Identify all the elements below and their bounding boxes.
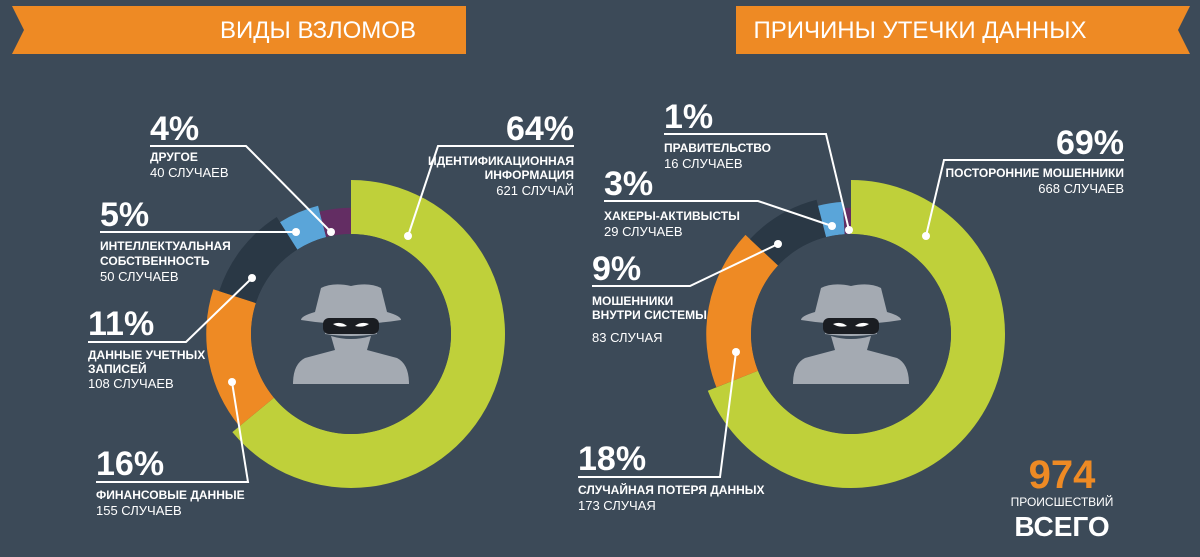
data-label-count: 16 СЛУЧАЕВ (664, 156, 743, 171)
data-label-pct: 18% (578, 440, 646, 478)
label-group-government: 1% ПРАВИТЕЛЬСТВО 16 СЛУЧАЕВ (664, 98, 853, 234)
data-label-count: 83 СЛУЧАЯ (592, 330, 663, 345)
data-label-count: 108 СЛУЧАЕВ (88, 376, 174, 391)
data-label-pct: 5% (100, 196, 149, 234)
right-banner-body (736, 6, 1134, 54)
data-label-category: ДАННЫЕ УЧЕТНЫХ (88, 348, 205, 362)
spy-icon (793, 284, 909, 384)
label-group-outsiders: 69% ПОСТОРОННИЕ МОШЕННИКИ 668 СЛУЧАЕВ (922, 124, 1124, 240)
leader-dot (922, 232, 930, 240)
label-group-insiders: 9% МОШЕННИКИ ВНУТРИ СИСТЕМЫ 83 СЛУЧАЯ (592, 240, 782, 345)
data-label-category: СЛУЧАЙНАЯ ПОТЕРЯ ДАННЫХ (578, 482, 765, 497)
data-label-count: 173 СЛУЧАЯ (578, 498, 656, 513)
label-group-accidental: 18% СЛУЧАЙНАЯ ПОТЕРЯ ДАННЫХ 173 СЛУЧАЯ (578, 348, 765, 513)
total-incidents-label: ВСЕГО (1014, 511, 1109, 542)
leader-line (150, 145, 332, 233)
right-banner: ПРИЧИНЫ УТЕЧКИ ДАННЫХ (736, 6, 1190, 54)
label-group-accounts: 11% ДАННЫЕ УЧЕТНЫХ ЗАПИСЕЙ 108 СЛУЧАЕВ (88, 274, 256, 391)
leader-dot (774, 240, 782, 248)
data-label-pct: 1% (664, 98, 713, 136)
leader-dot (828, 222, 836, 230)
data-label-category: МОШЕННИКИ (592, 294, 673, 308)
leader-line (96, 381, 250, 483)
data-label-pct: 9% (592, 250, 641, 288)
leader-line (925, 159, 1124, 237)
data-label-category: ПОСТОРОННИЕ МОШЕННИКИ (946, 166, 1124, 180)
donut-slice-2 (706, 234, 779, 388)
right-chart-title: ПРИЧИНЫ УТЕЧКИ ДАННЫХ (754, 17, 1087, 44)
data-label-count: 40 СЛУЧАЕВ (150, 165, 229, 180)
leader-dot (228, 378, 236, 386)
label-group-hacktivists: 3% ХАКЕРЫ-АКТИВЫСТЫ 29 СЛУЧАЕВ (604, 165, 836, 239)
donut-slice-3 (219, 216, 298, 304)
data-label-pct: 64% (506, 110, 574, 148)
data-label-count: 29 СЛУЧАЕВ (604, 224, 683, 239)
data-label-category: ИНФОРМАЦИЯ (485, 168, 574, 182)
donut-slice-1 (232, 180, 506, 489)
leader-line (592, 243, 779, 287)
right-banner-tail-front (1132, 6, 1190, 54)
label-group-financial: 16% ФИНАНСОВЫЕ ДАННЫЕ 155 СЛУЧАЕВ (96, 378, 250, 518)
donut-slice-1 (707, 180, 1005, 488)
donut-slice-4 (818, 201, 845, 238)
left-banner-tail-front (12, 6, 70, 54)
data-label-category: ФИНАНСОВЫЕ ДАННЫЕ (96, 488, 245, 502)
data-label-pct: 11% (88, 305, 154, 343)
leader-dot (732, 348, 740, 356)
data-label-pct: 4% (150, 110, 199, 148)
left-chart-title: ВИДЫ ВЗЛОМОВ (220, 17, 416, 44)
leader-line (578, 351, 737, 478)
leader-dot (248, 274, 256, 282)
label-group-identity: 64% ИДЕНТИФИКАЦИОННАЯ ИНФОРМАЦИЯ 621 СЛУ… (404, 110, 574, 240)
data-label-count: 668 СЛУЧАЕВ (1038, 181, 1124, 196)
leader-line (664, 133, 850, 231)
donut-slice-2 (206, 289, 274, 427)
data-label-count: 50 СЛУЧАЕВ (100, 269, 179, 284)
total-incidents-number: 974 (1029, 453, 1096, 497)
data-label-category: ИДЕНТИФИКАЦИОННАЯ (428, 154, 574, 168)
leader-line (88, 277, 253, 343)
data-label-count: 155 СЛУЧАЕВ (96, 503, 182, 518)
totals-block: 974 ПРОИСШЕСТВИЙ ВСЕГО (1011, 453, 1114, 542)
label-group-other: 4% ДРУГОЕ 40 СЛУЧАЕВ (150, 110, 335, 236)
leader-dot (404, 232, 412, 240)
donut-chart-breach-types (206, 180, 506, 489)
total-incidents-caption: ПРОИСШЕСТВИЙ (1011, 494, 1114, 509)
data-label-category: ДРУГОЕ (150, 150, 198, 164)
left-banner-body (68, 6, 466, 54)
data-label-category: ХАКЕРЫ-АКТИВЫСТЫ (604, 209, 740, 223)
label-group-ip: 5% ИНТЕЛЛЕКТУАЛЬНАЯ СОБСТВЕННОСТЬ 50 СЛУ… (100, 196, 300, 284)
data-label-category: ПРАВИТЕЛЬСТВО (664, 141, 771, 155)
left-banner: ВИДЫ ВЗЛОМОВ (12, 6, 466, 54)
leader-line (407, 145, 574, 237)
data-label-pct: 69% (1056, 124, 1124, 162)
leader-dot (292, 228, 300, 236)
data-label-category: СОБСТВЕННОСТЬ (100, 254, 210, 268)
data-label-pct: 3% (604, 165, 653, 203)
data-label-count: 621 СЛУЧАЙ (496, 183, 574, 198)
leader-line (604, 200, 833, 227)
leader-dot (845, 226, 853, 234)
data-label-category: ИНТЕЛЛЕКТУАЛЬНАЯ (100, 239, 231, 253)
data-label-category: ЗАПИСЕЙ (88, 361, 147, 376)
spy-icon (293, 284, 409, 384)
data-label-category: ВНУТРИ СИСТЕМЫ (592, 308, 707, 322)
data-label-pct: 16% (96, 445, 164, 483)
leader-dot (327, 228, 335, 236)
